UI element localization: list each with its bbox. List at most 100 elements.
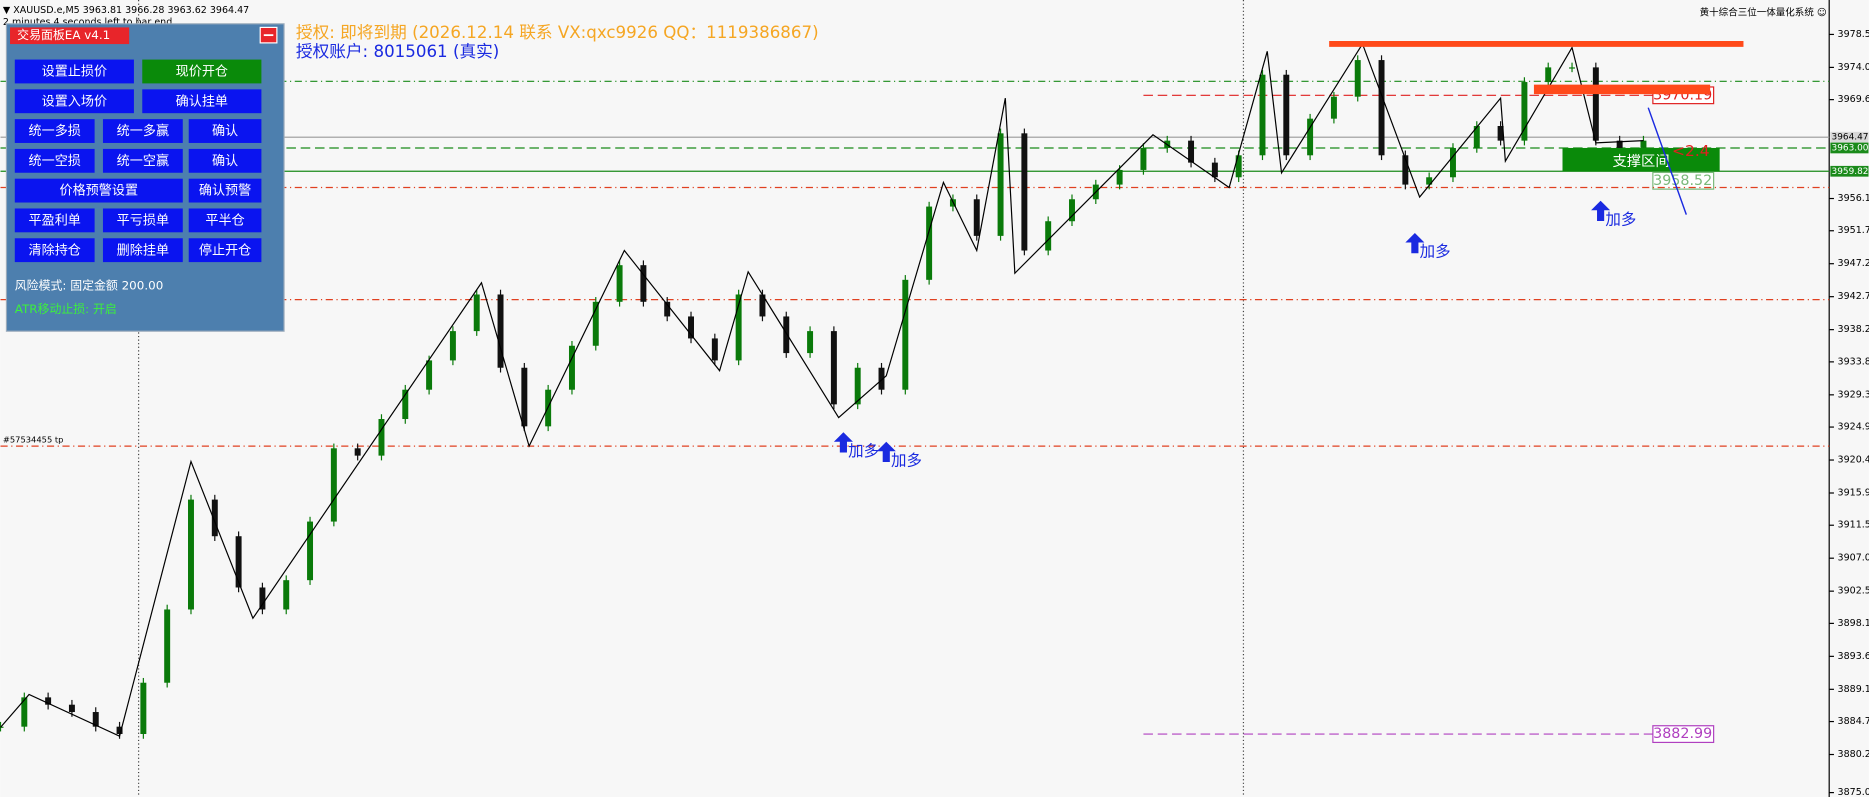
buy-arrow [1591,200,1611,221]
panel-button-label[interactable]: 确认 [212,123,238,139]
support-zone-label: 支撑区间 [1613,153,1670,170]
signal-label: 加多 [1605,210,1636,228]
candle-body [0,726,4,728]
support-zone [1562,147,1720,172]
candle-body [1211,162,1218,178]
candle-body [1592,67,1599,141]
panel-button-label[interactable]: 现价开仓 [176,64,228,80]
panel-button[interactable] [188,119,262,143]
panel-button[interactable] [102,148,183,173]
risk-reward: <2.4 [1672,142,1710,160]
panel-button-label[interactable]: 统一多损 [29,122,81,139]
candle-body [1283,74,1290,156]
candle-body [235,536,242,588]
candle-body [1473,125,1480,148]
candle-body [1616,140,1623,148]
panel-button-label[interactable]: 设置入场价 [42,93,107,109]
candle-body [116,726,123,735]
candle-body [1497,125,1504,141]
axis-price-label: 3959.82 [1832,167,1869,177]
panel-button-label[interactable]: 删除挂单 [117,242,169,258]
panel-button[interactable] [14,238,95,263]
panel-button[interactable] [14,178,183,203]
panel-button-label[interactable]: 确认 [212,153,238,169]
panel-button[interactable] [188,178,262,203]
account-line: 授权账户: 8015061 (真实) [296,42,499,61]
y-tick-label: 3915.90 [1838,487,1869,498]
panel-button-label[interactable]: 停止开仓 [199,241,251,258]
level-label-box [1652,725,1715,744]
candle-body [21,697,28,727]
panel-button-label[interactable]: 清除持仓 [29,242,81,258]
y-tick-label: 3920.40 [1838,455,1869,466]
candle-body [1545,67,1552,83]
y-tick-label: 3898.10 [1838,618,1869,629]
panel-button[interactable] [188,208,262,233]
level-label: 3958.52 [1653,173,1712,189]
panel-button[interactable] [14,208,95,233]
panel-button-label[interactable]: 平半仓 [205,212,244,228]
candle-body [45,697,52,705]
panel-button-label[interactable]: 统一空损 [29,153,81,169]
panel-button[interactable] [102,119,183,143]
zigzag [0,42,1644,738]
candle-body [140,682,147,735]
candle-body [1259,74,1266,156]
panel-button-label[interactable]: 统一多赢 [117,122,169,139]
candle-body [378,419,385,456]
buy-arrow [876,441,896,462]
y-tick-label: 3911.50 [1838,520,1869,531]
candle-body [854,367,861,405]
panel-button-label[interactable]: 确认预警 [199,183,251,199]
panel-button-label[interactable]: 价格预警设置 [60,183,139,199]
candle-body [1330,96,1337,119]
candle-body [402,389,409,420]
candle-body [1045,221,1052,251]
candle-body [1640,140,1647,148]
signal-label: 加多 [848,442,879,460]
panel-button[interactable] [142,59,262,84]
candle-body [902,279,909,390]
candle-body [878,367,885,390]
candle-body [973,199,980,236]
axis-price-box [1830,142,1869,154]
panel-button-label[interactable]: 平盈利单 [29,212,81,228]
buy-arrow [1405,232,1425,254]
system-name: 黄十综合三位一体量化系统 ☺ [1700,7,1827,19]
candle-body [1521,82,1528,141]
panel-button[interactable] [14,89,134,114]
candle-body [688,316,694,339]
candle-body [1307,118,1314,156]
y-tick-label: 3884.70 [1838,716,1869,727]
panel-button-label[interactable]: 设置止损价 [42,64,107,80]
candle-body [568,345,575,390]
buy-arrow [833,432,853,453]
panel-button-label[interactable]: 确认挂单 [176,93,228,109]
panel-button[interactable] [14,119,95,143]
panel-button-label[interactable]: 平亏损单 [117,212,169,228]
candle-body [259,587,266,610]
panel-button[interactable] [102,238,183,263]
y-tick-label: 3929.30 [1838,389,1869,400]
candle-body [283,580,290,610]
y-tick-label: 3924.90 [1838,422,1869,433]
panel-title-bg [10,27,130,45]
y-tick-label: 3893.60 [1838,651,1869,662]
panel-button[interactable] [188,148,262,173]
panel-button[interactable] [102,208,183,233]
candle-body [711,338,718,361]
candle-body [68,704,75,713]
panel-button-label[interactable]: 统一空赢 [117,152,169,169]
candle-body [449,331,456,361]
candle-body [997,133,1004,236]
y-tick-label: 3969.60 [1838,94,1869,105]
panel-button[interactable] [14,148,95,173]
panel-button[interactable] [14,59,134,84]
candle-body [664,301,671,317]
panel-button[interactable] [142,89,262,114]
panel-button[interactable] [188,238,262,263]
y-tick-label: 3951.70 [1838,225,1869,236]
candle-body [1449,147,1456,178]
candle-body [592,301,599,346]
